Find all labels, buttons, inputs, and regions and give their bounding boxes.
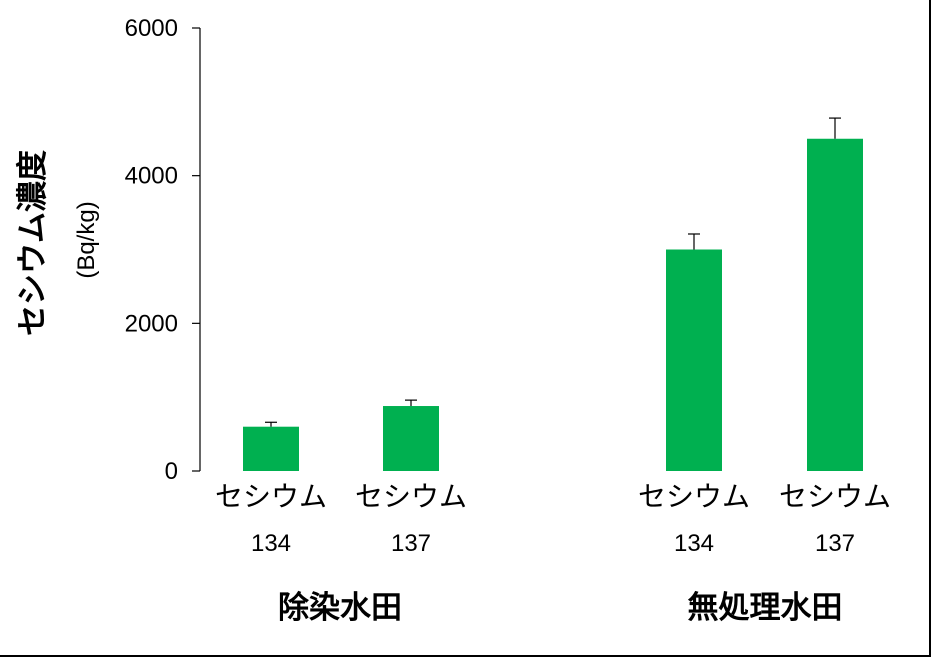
category-label: セシウム — [355, 480, 467, 513]
category-number: 134 — [674, 530, 714, 557]
group-label: 除染水田 — [278, 590, 402, 626]
category-number: 137 — [391, 530, 431, 557]
category-number: 137 — [815, 530, 855, 557]
y-tick-label: 2000 — [125, 310, 178, 337]
bar — [666, 249, 722, 471]
category-label: セシウム — [638, 480, 750, 513]
y-tick-label: 4000 — [125, 163, 178, 190]
category-number: 134 — [251, 530, 291, 557]
category-label: セシウム — [215, 480, 327, 513]
group-label: 無処理水田 — [688, 590, 843, 626]
bar — [243, 426, 299, 471]
category-label: セシウム — [779, 480, 891, 513]
y-tick-label: 0 — [165, 458, 178, 485]
y-tick-label: 6000 — [125, 15, 178, 42]
bar — [807, 138, 863, 471]
y-axis-unit: (Bq/kg) — [73, 201, 100, 278]
bar — [383, 406, 439, 471]
y-axis-title: セシウム濃度 — [15, 150, 51, 336]
